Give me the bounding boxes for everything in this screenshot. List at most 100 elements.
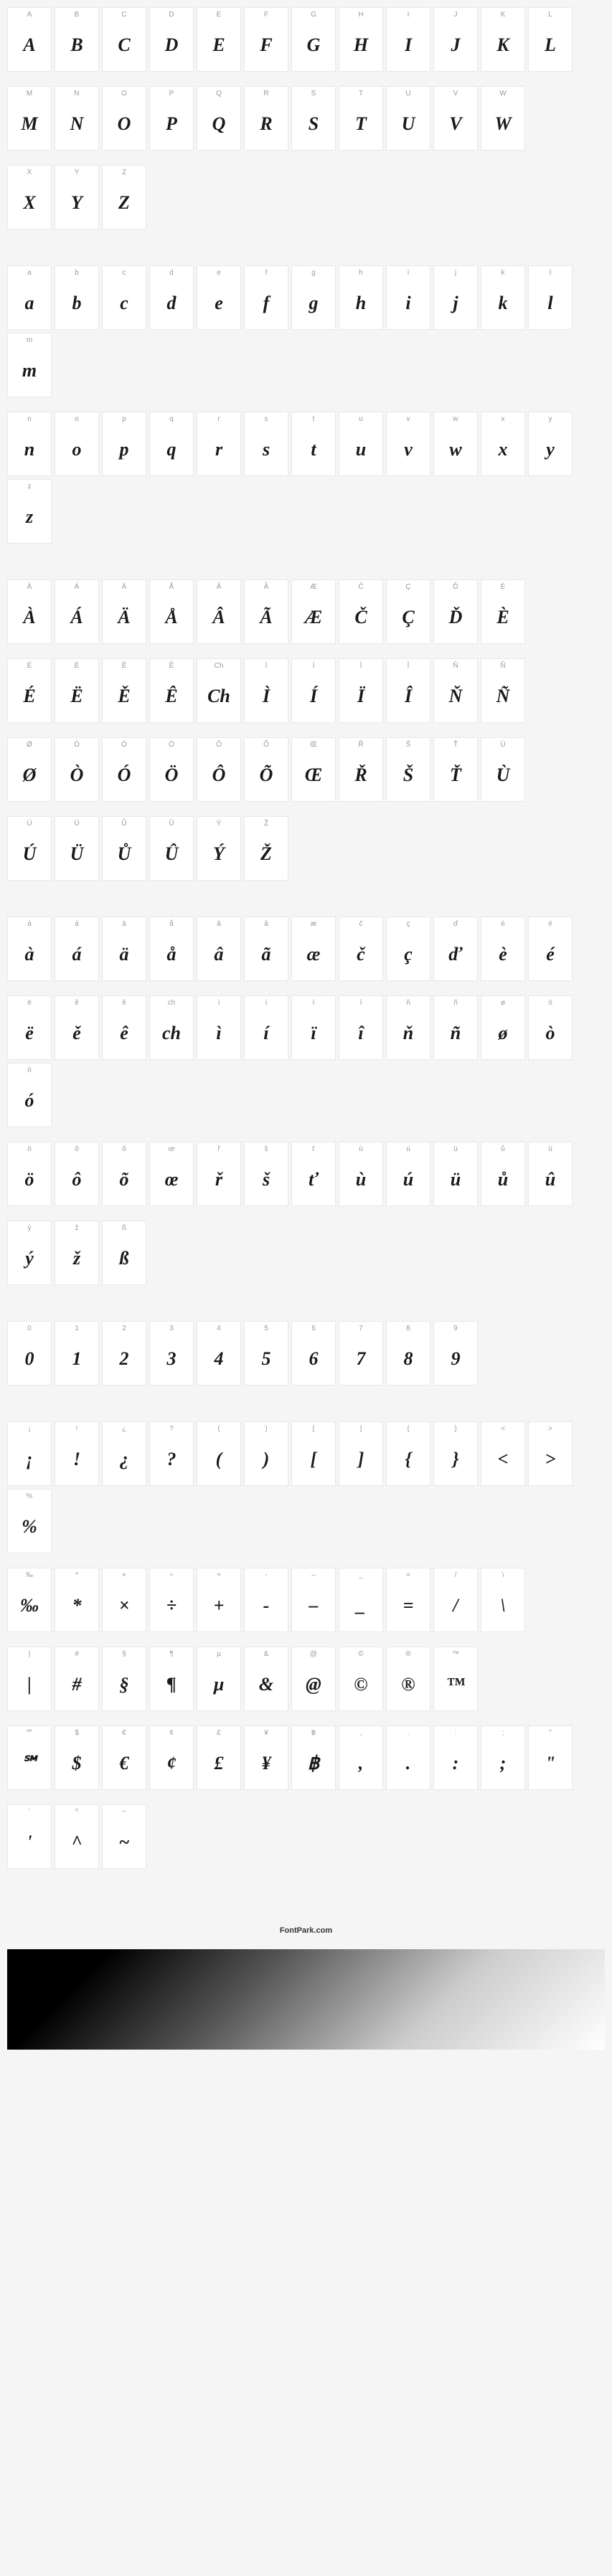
glyph-cell[interactable]: ww xyxy=(433,412,478,476)
glyph-cell[interactable]: GG xyxy=(291,7,336,72)
glyph-cell[interactable]: WW xyxy=(481,86,525,151)
glyph-cell[interactable]: !! xyxy=(55,1421,99,1486)
glyph-cell[interactable]: èè xyxy=(481,917,525,981)
glyph-cell[interactable]: xx xyxy=(481,412,525,476)
glyph-cell[interactable]: ÇÇ xyxy=(386,579,430,644)
glyph-cell[interactable]: ŽŽ xyxy=(244,816,288,881)
glyph-cell[interactable]: hh xyxy=(339,265,383,330)
glyph-cell[interactable]: || xyxy=(7,1647,52,1711)
glyph-cell[interactable]: ÅÅ xyxy=(149,579,194,644)
glyph-cell[interactable]: ÔÔ xyxy=(197,737,241,802)
glyph-cell[interactable]: çç xyxy=(386,917,430,981)
glyph-cell[interactable]: åå xyxy=(149,917,194,981)
glyph-cell[interactable]: @@ xyxy=(291,1647,336,1711)
glyph-cell[interactable]: ùù xyxy=(339,1142,383,1206)
glyph-cell[interactable]: ůů xyxy=(481,1142,525,1206)
glyph-cell[interactable]: ®® xyxy=(386,1647,430,1711)
glyph-cell[interactable]: ×× xyxy=(102,1568,146,1632)
glyph-cell[interactable]: ee xyxy=(197,265,241,330)
glyph-cell[interactable]: ChCh xyxy=(197,658,241,723)
glyph-cell[interactable]: ™™ xyxy=(433,1647,478,1711)
glyph-cell[interactable]: aa xyxy=(7,265,52,330)
glyph-cell[interactable]: dd xyxy=(149,265,194,330)
glyph-cell[interactable]: ÚÚ xyxy=(7,816,52,881)
glyph-cell[interactable]: §§ xyxy=(102,1647,146,1711)
glyph-cell[interactable]: éé xyxy=(528,917,573,981)
glyph-cell[interactable]: ňň xyxy=(386,995,430,1060)
glyph-cell[interactable]: kk xyxy=(481,265,525,330)
glyph-cell[interactable]: HH xyxy=(339,7,383,72)
glyph-cell[interactable]: ?? xyxy=(149,1421,194,1486)
glyph-cell[interactable]: ŮŮ xyxy=(102,816,146,881)
glyph-cell[interactable]: ℠℠ xyxy=(7,1725,52,1790)
glyph-cell[interactable]: ll xyxy=(528,265,573,330)
glyph-cell[interactable]: ØØ xyxy=(7,737,52,802)
glyph-cell[interactable]: chch xyxy=(149,995,194,1060)
glyph-cell[interactable]: ÁÁ xyxy=(55,579,99,644)
glyph-cell[interactable]: 44 xyxy=(197,1321,241,1386)
glyph-cell[interactable]: 11 xyxy=(55,1321,99,1386)
glyph-cell[interactable]: 88 xyxy=(386,1321,430,1386)
glyph-cell[interactable]: XX xyxy=(7,165,52,229)
glyph-cell[interactable]: čč xyxy=(339,917,383,981)
glyph-cell[interactable]: ďď xyxy=(433,917,478,981)
glyph-cell[interactable]: 77 xyxy=(339,1321,383,1386)
glyph-cell[interactable]: AA xyxy=(7,7,52,72)
glyph-cell[interactable]: yy xyxy=(528,412,573,476)
glyph-cell[interactable]: ÊÊ xyxy=(149,658,194,723)
glyph-cell[interactable]: ťť xyxy=(291,1142,336,1206)
glyph-cell[interactable]: õõ xyxy=(102,1142,146,1206)
glyph-cell[interactable]: ÃÃ xyxy=(244,579,288,644)
glyph-cell[interactable]: ÓÓ xyxy=(102,737,146,802)
glyph-cell[interactable]: && xyxy=(244,1647,288,1711)
glyph-cell[interactable]: tt xyxy=(291,412,336,476)
glyph-cell[interactable]: ŘŘ xyxy=(339,737,383,802)
glyph-cell[interactable]: << xyxy=(481,1421,525,1486)
glyph-cell[interactable]: ÜÜ xyxy=(55,816,99,881)
glyph-cell[interactable]: == xyxy=(386,1568,430,1632)
glyph-cell[interactable]: rr xyxy=(197,412,241,476)
glyph-cell[interactable]: ŒŒ xyxy=(291,737,336,802)
glyph-cell[interactable]: óó xyxy=(7,1063,52,1127)
glyph-cell[interactable]: ÕÕ xyxy=(244,737,288,802)
glyph-cell[interactable]: –– xyxy=(291,1568,336,1632)
glyph-cell[interactable]: îî xyxy=(339,995,383,1060)
glyph-cell[interactable]: ÒÒ xyxy=(55,737,99,802)
glyph-cell[interactable]: ěě xyxy=(55,995,99,1060)
glyph-cell[interactable]: ~~ xyxy=(102,1804,146,1869)
glyph-cell[interactable]: zz xyxy=(7,479,52,544)
glyph-cell[interactable]: ^^ xyxy=(55,1804,99,1869)
glyph-cell[interactable]: ÝÝ xyxy=(197,816,241,881)
glyph-cell[interactable]: mm xyxy=(7,333,52,397)
glyph-cell[interactable]: ôô xyxy=(55,1142,99,1206)
glyph-cell[interactable]: ¢¢ xyxy=(149,1725,194,1790)
glyph-cell[interactable]: PP xyxy=(149,86,194,151)
glyph-cell[interactable]: íí xyxy=(244,995,288,1060)
glyph-cell[interactable]: BB xyxy=(55,7,99,72)
glyph-cell[interactable]: 99 xyxy=(433,1321,478,1386)
glyph-cell[interactable]: }} xyxy=(433,1421,478,1486)
glyph-cell[interactable]: vv xyxy=(386,412,430,476)
glyph-cell[interactable]: ýý xyxy=(7,1221,52,1285)
glyph-cell[interactable]: qq xyxy=(149,412,194,476)
glyph-cell[interactable]: ïï xyxy=(291,995,336,1060)
glyph-cell[interactable]: €€ xyxy=(102,1725,146,1790)
glyph-cell[interactable]: ĚĚ xyxy=(102,658,146,723)
glyph-cell[interactable]: ÄÄ xyxy=(102,579,146,644)
glyph-cell[interactable]: řř xyxy=(197,1142,241,1206)
glyph-cell[interactable]: >> xyxy=(528,1421,573,1486)
glyph-cell[interactable]: ฿฿ xyxy=(291,1725,336,1790)
glyph-cell[interactable]: \\ xyxy=(481,1568,525,1632)
glyph-cell[interactable]: šš xyxy=(244,1142,288,1206)
glyph-cell[interactable]: ČČ xyxy=(339,579,383,644)
glyph-cell[interactable]: 22 xyxy=(102,1321,146,1386)
glyph-cell[interactable]: ÈÈ xyxy=(481,579,525,644)
glyph-cell[interactable]: jj xyxy=(433,265,478,330)
glyph-cell[interactable]: øø xyxy=(481,995,525,1060)
glyph-cell[interactable]: UU xyxy=(386,86,430,151)
glyph-cell[interactable]: CC xyxy=(102,7,146,72)
glyph-cell[interactable]: 55 xyxy=(244,1321,288,1386)
glyph-cell[interactable]: .. xyxy=(386,1725,430,1790)
glyph-cell[interactable]: ää xyxy=(102,917,146,981)
glyph-cell[interactable]: ©© xyxy=(339,1647,383,1711)
